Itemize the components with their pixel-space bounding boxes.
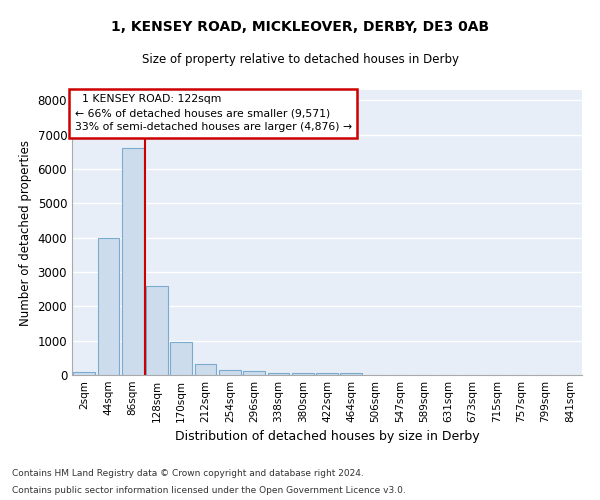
Bar [73,372,95,375]
X-axis label: Distribution of detached houses by size in Derby: Distribution of detached houses by size … [175,430,479,444]
Text: Contains public sector information licensed under the Open Government Licence v3: Contains public sector information licen… [12,486,406,495]
Bar [122,148,143,375]
Text: Size of property relative to detached houses in Derby: Size of property relative to detached ho… [142,52,458,66]
Bar [268,372,289,375]
Text: 1, KENSEY ROAD, MICKLEOVER, DERBY, DE3 0AB: 1, KENSEY ROAD, MICKLEOVER, DERBY, DE3 0… [111,20,489,34]
Y-axis label: Number of detached properties: Number of detached properties [19,140,32,326]
Bar [316,373,338,375]
Bar [340,374,362,375]
Bar [170,342,192,375]
Bar [97,238,119,375]
Text: Contains HM Land Registry data © Crown copyright and database right 2024.: Contains HM Land Registry data © Crown c… [12,468,364,477]
Bar [292,373,314,375]
Bar [146,286,168,375]
Bar [219,370,241,375]
Text: 1 KENSEY ROAD: 122sqm
← 66% of detached houses are smaller (9,571)
33% of semi-d: 1 KENSEY ROAD: 122sqm ← 66% of detached … [74,94,352,132]
Bar [243,371,265,375]
Bar [194,364,217,375]
